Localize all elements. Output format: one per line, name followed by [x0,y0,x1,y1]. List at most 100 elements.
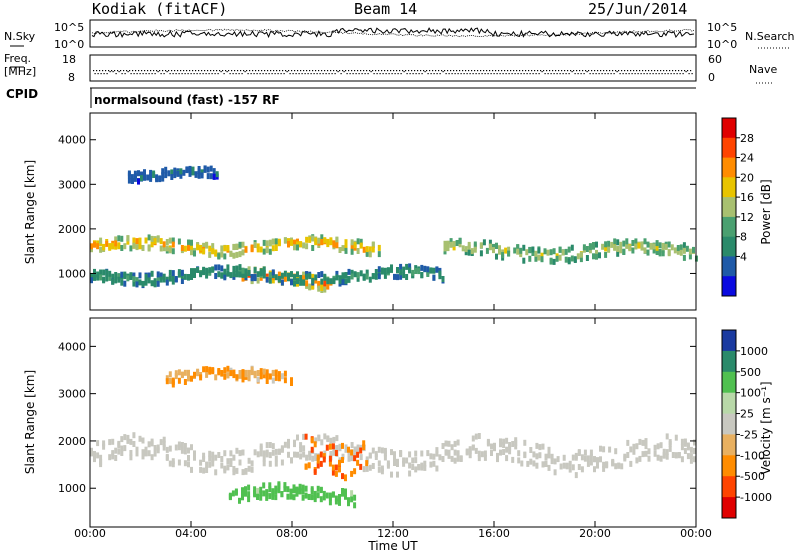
heatmap-cell [322,494,326,501]
heatmap-cell [420,272,424,279]
heatmap-cell [420,464,424,471]
nave-point [250,73,252,75]
heatmap-cell [214,469,218,476]
heatmap-cell [659,455,663,462]
heatmap-cell [223,245,227,252]
heatmap-cell [208,245,212,252]
heatmap-cell [259,274,263,281]
freq-point [156,70,158,72]
freq-point [579,70,581,72]
nave-point [208,73,210,75]
freq-point [627,70,629,72]
heatmap-cell [274,494,278,501]
heatmap-cell [353,502,357,509]
heatmap-cell [120,235,124,242]
heatmap-cell [141,245,145,251]
heatmap-cell [693,448,696,454]
nave-point [151,73,153,75]
freq-point [261,70,263,72]
nave-point [304,73,306,75]
freq-point [675,70,677,72]
heatmap-cell [144,446,148,453]
heatmap-cell [193,268,196,275]
heatmap-cell [320,234,324,241]
nave-tick-bottom: 0 [708,71,715,84]
heatmap-cell [256,277,260,284]
nave-point [577,73,579,75]
heatmap-cell [307,493,311,500]
heatmap-cell [586,460,590,467]
heatmap-cell [171,270,175,277]
nave-point [166,71,168,73]
nave-point [358,73,360,75]
heatmap-cell [265,494,269,501]
heatmap-cell [555,255,559,262]
freq-point [441,70,443,72]
nave-point [562,73,564,75]
heatmap-cell [599,445,602,452]
nave-point [379,73,381,75]
heatmap-cell [356,447,360,454]
freq-point [417,70,419,72]
heatmap-cell [320,271,324,278]
heatmap-cell [619,241,623,248]
freq-point [606,70,608,72]
heatmap-cell [311,235,315,242]
heatmap-cell [471,435,475,442]
heatmap-cell [490,443,493,450]
heatmap-cell [238,271,242,278]
heatmap-cell [658,249,662,255]
heatmap-cell [638,455,642,462]
freq-point [447,70,449,72]
freq-point [117,70,119,72]
heatmap-cell [153,278,157,285]
y-tick-label: 3000 [58,178,86,191]
heatmap-cell [504,247,508,254]
heatmap-cell [161,168,165,175]
heatmap-cell [199,374,203,381]
freq-point [375,70,377,72]
heatmap-cell [329,239,333,246]
heatmap-cell [577,450,581,456]
heatmap-cell [102,443,106,450]
freq-point [315,70,317,72]
freq-point [453,70,455,72]
nave-point [286,71,288,73]
nave-point [118,71,120,73]
heatmap-cell [405,274,409,280]
heatmap-cell [296,451,299,458]
heatmap-cell [314,277,318,284]
nave-point [298,73,300,75]
nave-point [466,73,468,75]
x-axis-title: Time UT [367,539,418,553]
nave-point [409,73,411,75]
nave-point [130,73,132,75]
heatmap-cell [647,455,651,462]
freq-frame [89,54,697,82]
nave-point [133,73,135,75]
heatmap-cell [298,488,302,495]
heatmap-cell [114,455,118,461]
nsky-label: N.Sky [4,30,36,43]
heatmap-cell [635,457,639,464]
heatmap-cell [331,491,335,498]
heatmap-cell [208,461,212,468]
power-colorbar-tick-label: 12 [740,211,754,224]
heatmap-cell [120,271,124,278]
heatmap-cell [150,235,154,242]
heatmap-cell [614,448,618,455]
heatmap-cell [528,246,532,253]
heatmap-cell [322,453,326,460]
heatmap-cell [147,277,151,284]
heatmap-cell [307,462,311,469]
heatmap-cell [271,269,275,276]
nave-point [631,73,633,75]
heatmap-cell [602,461,606,468]
heatmap-cell [523,439,527,446]
heatmap-cell [423,265,427,272]
heatmap-cell [686,442,690,449]
heatmap-cell [187,461,190,468]
freq-point [669,70,671,72]
heatmap-cell [314,437,318,444]
